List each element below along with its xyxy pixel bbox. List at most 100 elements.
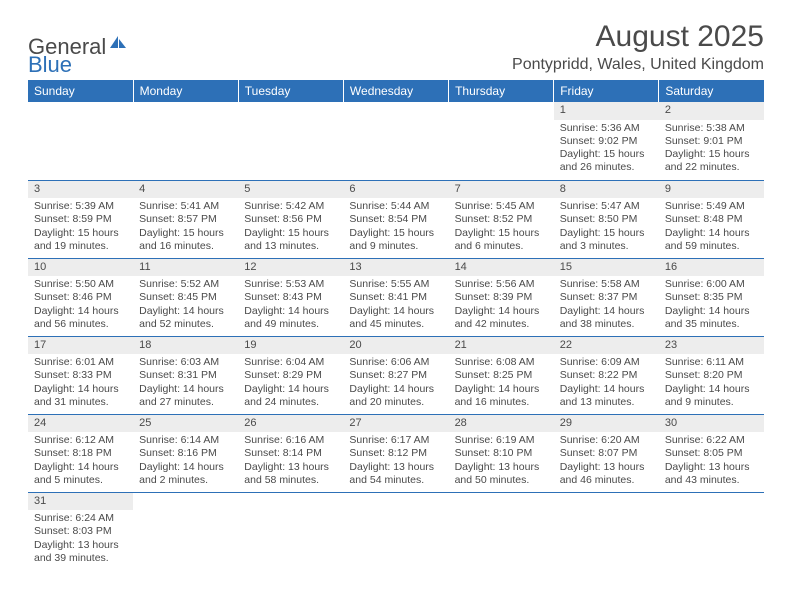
brand-line2: Blue: [28, 52, 72, 78]
sunrise-line: Sunrise: 6:19 AM: [455, 434, 548, 447]
daylight-line: Daylight: 13 hours and 43 minutes.: [665, 461, 758, 487]
daylight-line: Daylight: 14 hours and 49 minutes.: [244, 305, 337, 331]
calendar-week-row: 3Sunrise: 5:39 AMSunset: 8:59 PMDaylight…: [28, 180, 764, 258]
daylight-line: Daylight: 14 hours and 59 minutes.: [665, 227, 758, 253]
day-number: 5: [238, 181, 343, 199]
daylight-line: Daylight: 14 hours and 13 minutes.: [560, 383, 653, 409]
sunrise-line: Sunrise: 6:20 AM: [560, 434, 653, 447]
daylight-line: Daylight: 14 hours and 20 minutes.: [349, 383, 442, 409]
sunrise-line: Sunrise: 5:39 AM: [34, 200, 127, 213]
sunrise-line: Sunrise: 5:44 AM: [349, 200, 442, 213]
sunrise-line: Sunrise: 6:12 AM: [34, 434, 127, 447]
header: General August 2025 Pontypridd, Wales, U…: [28, 20, 764, 74]
day-number: 16: [659, 259, 764, 277]
day-number: 1: [554, 102, 659, 120]
daylight-line: Daylight: 13 hours and 46 minutes.: [560, 461, 653, 487]
calendar-empty-cell: [133, 492, 238, 570]
calendar-day-cell: 29Sunrise: 6:20 AMSunset: 8:07 PMDayligh…: [554, 414, 659, 492]
calendar-empty-cell: [133, 102, 238, 180]
daylight-line: Daylight: 14 hours and 9 minutes.: [665, 383, 758, 409]
calendar-week-row: 10Sunrise: 5:50 AMSunset: 8:46 PMDayligh…: [28, 258, 764, 336]
day-number: 18: [133, 337, 238, 355]
sunrise-line: Sunrise: 6:03 AM: [139, 356, 232, 369]
calendar-day-cell: 28Sunrise: 6:19 AMSunset: 8:10 PMDayligh…: [449, 414, 554, 492]
sunset-line: Sunset: 8:59 PM: [34, 213, 127, 226]
sunset-line: Sunset: 8:41 PM: [349, 291, 442, 304]
sunset-line: Sunset: 9:02 PM: [560, 135, 653, 148]
day-body: Sunrise: 6:00 AMSunset: 8:35 PMDaylight:…: [659, 276, 764, 335]
sunset-line: Sunset: 8:12 PM: [349, 447, 442, 460]
sunrise-line: Sunrise: 6:01 AM: [34, 356, 127, 369]
day-number: 20: [343, 337, 448, 355]
day-number: 4: [133, 181, 238, 199]
sunset-line: Sunset: 8:03 PM: [34, 525, 127, 538]
sunrise-line: Sunrise: 5:41 AM: [139, 200, 232, 213]
daylight-line: Daylight: 14 hours and 16 minutes.: [455, 383, 548, 409]
daylight-line: Daylight: 15 hours and 19 minutes.: [34, 227, 127, 253]
sunset-line: Sunset: 8:54 PM: [349, 213, 442, 226]
calendar-day-cell: 9Sunrise: 5:49 AMSunset: 8:48 PMDaylight…: [659, 180, 764, 258]
day-number: 7: [449, 181, 554, 199]
daylight-line: Daylight: 14 hours and 52 minutes.: [139, 305, 232, 331]
day-body: Sunrise: 5:44 AMSunset: 8:54 PMDaylight:…: [343, 198, 448, 257]
sunrise-line: Sunrise: 6:04 AM: [244, 356, 337, 369]
weekday-header: Sunday: [28, 80, 133, 102]
day-body: Sunrise: 6:16 AMSunset: 8:14 PMDaylight:…: [238, 432, 343, 491]
title-block: August 2025 Pontypridd, Wales, United Ki…: [512, 20, 764, 74]
day-body: Sunrise: 5:49 AMSunset: 8:48 PMDaylight:…: [659, 198, 764, 257]
daylight-line: Daylight: 14 hours and 5 minutes.: [34, 461, 127, 487]
sunrise-line: Sunrise: 5:49 AM: [665, 200, 758, 213]
calendar-day-cell: 24Sunrise: 6:12 AMSunset: 8:18 PMDayligh…: [28, 414, 133, 492]
sunrise-line: Sunrise: 5:55 AM: [349, 278, 442, 291]
day-body: Sunrise: 5:45 AMSunset: 8:52 PMDaylight:…: [449, 198, 554, 257]
daylight-line: Daylight: 14 hours and 2 minutes.: [139, 461, 232, 487]
day-number: 31: [28, 493, 133, 511]
sunset-line: Sunset: 8:27 PM: [349, 369, 442, 382]
day-number: 12: [238, 259, 343, 277]
sunrise-line: Sunrise: 6:08 AM: [455, 356, 548, 369]
calendar-day-cell: 19Sunrise: 6:04 AMSunset: 8:29 PMDayligh…: [238, 336, 343, 414]
calendar-day-cell: 27Sunrise: 6:17 AMSunset: 8:12 PMDayligh…: [343, 414, 448, 492]
weekday-header: Friday: [554, 80, 659, 102]
month-title: August 2025: [512, 20, 764, 54]
sunset-line: Sunset: 8:52 PM: [455, 213, 548, 226]
sunset-line: Sunset: 8:39 PM: [455, 291, 548, 304]
calendar-day-cell: 12Sunrise: 5:53 AMSunset: 8:43 PMDayligh…: [238, 258, 343, 336]
day-body: Sunrise: 6:01 AMSunset: 8:33 PMDaylight:…: [28, 354, 133, 413]
daylight-line: Daylight: 14 hours and 24 minutes.: [244, 383, 337, 409]
sunset-line: Sunset: 8:56 PM: [244, 213, 337, 226]
daylight-line: Daylight: 15 hours and 13 minutes.: [244, 227, 337, 253]
day-number: 21: [449, 337, 554, 355]
sunrise-line: Sunrise: 5:56 AM: [455, 278, 548, 291]
sunrise-line: Sunrise: 6:17 AM: [349, 434, 442, 447]
calendar-empty-cell: [343, 102, 448, 180]
calendar-empty-cell: [554, 492, 659, 570]
sunrise-line: Sunrise: 5:58 AM: [560, 278, 653, 291]
calendar-day-cell: 17Sunrise: 6:01 AMSunset: 8:33 PMDayligh…: [28, 336, 133, 414]
sunrise-line: Sunrise: 6:00 AM: [665, 278, 758, 291]
sunrise-line: Sunrise: 5:38 AM: [665, 122, 758, 135]
day-body: Sunrise: 6:14 AMSunset: 8:16 PMDaylight:…: [133, 432, 238, 491]
sunrise-line: Sunrise: 6:06 AM: [349, 356, 442, 369]
calendar-day-cell: 8Sunrise: 5:47 AMSunset: 8:50 PMDaylight…: [554, 180, 659, 258]
sunset-line: Sunset: 8:22 PM: [560, 369, 653, 382]
calendar-day-cell: 13Sunrise: 5:55 AMSunset: 8:41 PMDayligh…: [343, 258, 448, 336]
calendar-empty-cell: [449, 492, 554, 570]
weekday-header: Monday: [133, 80, 238, 102]
daylight-line: Daylight: 13 hours and 54 minutes.: [349, 461, 442, 487]
calendar-day-cell: 21Sunrise: 6:08 AMSunset: 8:25 PMDayligh…: [449, 336, 554, 414]
day-body: Sunrise: 6:22 AMSunset: 8:05 PMDaylight:…: [659, 432, 764, 491]
day-number: 9: [659, 181, 764, 199]
day-body: Sunrise: 5:38 AMSunset: 9:01 PMDaylight:…: [659, 120, 764, 179]
day-number: 30: [659, 415, 764, 433]
day-number: 26: [238, 415, 343, 433]
daylight-line: Daylight: 15 hours and 9 minutes.: [349, 227, 442, 253]
calendar-empty-cell: [449, 102, 554, 180]
day-number: 11: [133, 259, 238, 277]
calendar-day-cell: 4Sunrise: 5:41 AMSunset: 8:57 PMDaylight…: [133, 180, 238, 258]
daylight-line: Daylight: 15 hours and 16 minutes.: [139, 227, 232, 253]
day-body: Sunrise: 5:52 AMSunset: 8:45 PMDaylight:…: [133, 276, 238, 335]
day-body: Sunrise: 6:03 AMSunset: 8:31 PMDaylight:…: [133, 354, 238, 413]
sunrise-line: Sunrise: 6:22 AM: [665, 434, 758, 447]
sunset-line: Sunset: 8:45 PM: [139, 291, 232, 304]
